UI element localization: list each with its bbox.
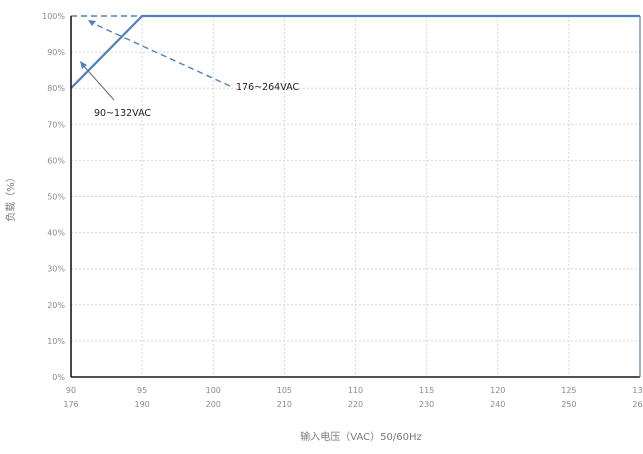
annotation-layer: 176~264VAC 90~132VAC — [80, 20, 299, 119]
y-tick-label: 20% — [47, 301, 65, 310]
tick-layer: 0% 10% 20% 30% 40% 50% 60% 70% 80% 90% 100% 90 176 95… — [42, 12, 643, 409]
y-tick-label: 60% — [47, 156, 65, 165]
annotation-arrowhead-176-264 — [88, 20, 96, 26]
x-axis-title: 输入电压（VAC）50/60Hz — [300, 430, 421, 443]
x-tick-label-primary: 100 — [206, 386, 221, 395]
y-tick-label: 80% — [47, 84, 65, 93]
x-tick-label-primary: 115 — [419, 386, 434, 395]
y-tick-label: 70% — [47, 120, 65, 129]
x-tick-label-primary: 105 — [277, 386, 292, 395]
x-tick-label-secondary: 250 — [561, 400, 576, 409]
y-axis-title: 负载（%） — [4, 172, 17, 222]
axis-layer — [70, 16, 641, 378]
y-tick-label: 0% — [52, 373, 65, 382]
x-tick-label-primary: 90 — [66, 386, 76, 395]
x-tick-label-primary: 110 — [348, 386, 363, 395]
x-tick-label-secondary: 190 — [134, 400, 149, 409]
grid-layer — [71, 16, 640, 377]
x-tick-label-secondary: 240 — [490, 400, 505, 409]
x-tick-label-primary: 95 — [137, 386, 147, 395]
series-layer — [70, 14, 640, 89]
annotation-label-176-264: 176~264VAC — [236, 82, 299, 93]
y-tick-label: 50% — [47, 193, 65, 202]
annotation-arrowhead-90-132 — [80, 61, 87, 69]
x-tick-label-secondary: 210 — [277, 400, 292, 409]
y-tick-label: 30% — [47, 265, 65, 274]
annotation-leader-90-132 — [81, 63, 115, 101]
annotation-label-90-132: 90~132VAC — [94, 108, 151, 119]
x-tick-label-primary: 120 — [490, 386, 505, 395]
x-tick-label-secondary: 200 — [206, 400, 221, 409]
x-tick-label-primary: 130 — [632, 386, 643, 395]
y-tick-label: 100% — [42, 12, 65, 21]
annotation-leader-176-264 — [89, 21, 231, 87]
x-tick-label-secondary: 220 — [348, 400, 363, 409]
x-tick-label-secondary: 264 — [632, 400, 643, 409]
x-tick-label-secondary: 176 — [63, 400, 78, 409]
y-tick-label: 40% — [47, 229, 65, 238]
x-tick-label-secondary: 230 — [419, 400, 434, 409]
y-tick-label: 10% — [47, 337, 65, 346]
y-tick-label: 90% — [47, 48, 65, 57]
x-tick-label-primary: 125 — [561, 386, 576, 395]
